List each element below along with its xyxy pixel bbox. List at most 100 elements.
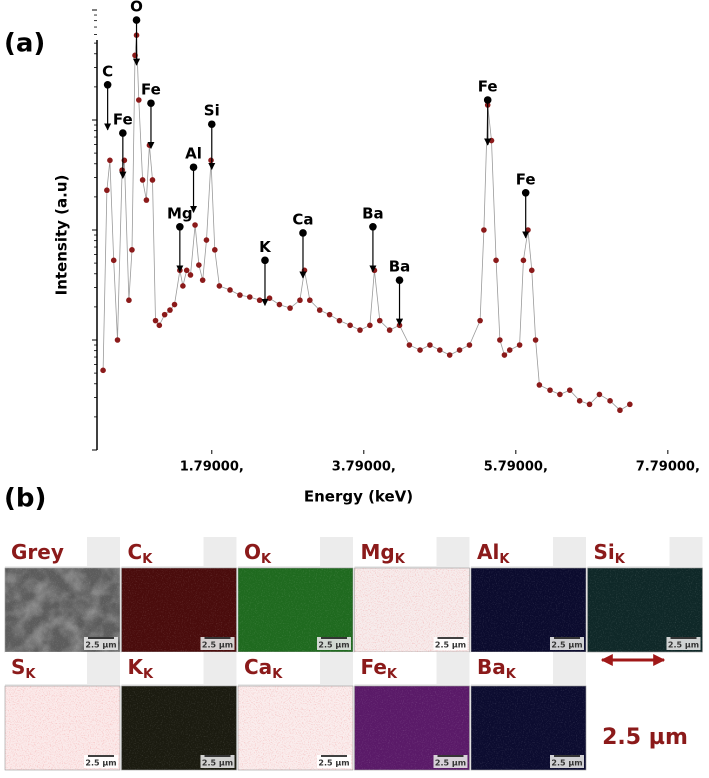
- data-point: [149, 177, 156, 183]
- scale-box: [317, 755, 351, 768]
- label-box: [471, 537, 553, 566]
- scale-box: [433, 755, 468, 768]
- map-label-sub: K: [506, 667, 517, 682]
- data-point: [208, 157, 214, 164]
- map-label: SK: [11, 655, 36, 682]
- map-label-element: Mg: [361, 540, 395, 564]
- spectrum-line: [102, 35, 631, 411]
- scale-box: [317, 637, 351, 650]
- map-label-element: Grey: [11, 540, 64, 564]
- map-label: OK: [244, 540, 272, 567]
- data-point: [576, 398, 583, 404]
- annotation-dot: [119, 129, 127, 137]
- map-label: FeK: [361, 655, 398, 682]
- annotation-dot: [147, 99, 155, 108]
- annotation-label: Fe: [478, 77, 498, 95]
- data-point: [607, 398, 613, 404]
- map-label-element: K: [128, 655, 145, 679]
- annotation-label: Ba: [362, 204, 384, 222]
- map-label: MgK: [361, 540, 406, 567]
- data-point: [520, 257, 527, 264]
- annotation-dot: [103, 80, 112, 89]
- y-axis-label: Intensity (a.u): [53, 175, 71, 296]
- scale-box: [550, 637, 584, 650]
- annotation-label: Fe: [516, 170, 536, 188]
- data-point: [216, 283, 223, 289]
- annotation-label: Mg: [167, 204, 193, 222]
- scale-box: [84, 755, 118, 768]
- data-point: [203, 237, 210, 243]
- annotation-label: Ca: [292, 210, 313, 228]
- data-point: [107, 157, 113, 164]
- data-point: [417, 347, 423, 353]
- annotation-label: Fe: [113, 111, 133, 129]
- scale-text: 2.5 µm: [551, 759, 582, 768]
- data-point: [183, 267, 190, 274]
- data-point: [212, 247, 218, 253]
- scale-text: 2.5 µm: [85, 759, 116, 768]
- data-point: [104, 187, 110, 194]
- data-point: [129, 247, 135, 253]
- data-point: [536, 382, 543, 388]
- annotation-dot: [261, 256, 269, 265]
- data-point: [566, 387, 573, 393]
- data-point: [547, 387, 553, 393]
- data-point: [246, 294, 253, 300]
- data-point: [187, 272, 194, 278]
- data-point: [386, 327, 393, 333]
- data-point: [586, 401, 593, 408]
- data-point: [557, 391, 563, 398]
- scale-box: [433, 637, 468, 650]
- data-point: [528, 267, 535, 274]
- data-point: [180, 283, 186, 289]
- data-point: [347, 322, 353, 329]
- map-label-element: Ca: [244, 655, 272, 679]
- map-label: Grey: [11, 540, 64, 564]
- scale-text: 2.5 µm: [202, 759, 233, 768]
- data-point: [287, 305, 293, 311]
- data-point: [237, 292, 243, 298]
- scale-text: 2.5 µm: [551, 641, 582, 650]
- label-box: [121, 537, 204, 566]
- data-point: [596, 391, 603, 398]
- x-tick-label: 3.79000,: [332, 460, 396, 475]
- label-box: [238, 652, 320, 684]
- label-box: [587, 537, 670, 566]
- map-label: BaK: [477, 655, 517, 682]
- annotation-dot: [299, 229, 307, 237]
- scale-text: 2.5 µm: [435, 641, 466, 650]
- data-point: [488, 137, 495, 144]
- data-point: [466, 342, 473, 348]
- data-point: [627, 401, 633, 408]
- map-label-sub: K: [387, 667, 398, 682]
- data-point: [376, 317, 383, 324]
- scale-text: 2.5 µm: [668, 641, 699, 650]
- scale-box: [84, 637, 118, 650]
- map-label-element: Ba: [477, 655, 506, 679]
- label-box: [238, 537, 320, 566]
- data-point: [326, 311, 333, 318]
- label-box: [121, 652, 204, 684]
- data-point: [192, 222, 198, 228]
- map-label-sub: K: [395, 552, 406, 567]
- annotation-label: Al: [185, 145, 202, 163]
- map-label: KK: [128, 655, 155, 682]
- scale-box: [666, 637, 701, 650]
- data-point: [152, 317, 159, 324]
- map-label-element: Al: [477, 540, 499, 564]
- x-axis-label: Energy (keV): [304, 488, 413, 506]
- scale-box: [200, 637, 235, 650]
- data-point: [227, 287, 233, 293]
- data-point: [427, 342, 433, 348]
- map-label-element: Si: [594, 540, 615, 564]
- data-point: [357, 327, 363, 333]
- annotation-dot: [369, 222, 377, 231]
- annotation-dot: [132, 16, 141, 24]
- data-point: [143, 197, 150, 203]
- annotation-dot: [207, 120, 216, 129]
- map-label-element: S: [11, 655, 25, 679]
- map-label-sub: K: [25, 667, 36, 682]
- data-point: [114, 337, 121, 343]
- map-label-sub: K: [615, 552, 626, 567]
